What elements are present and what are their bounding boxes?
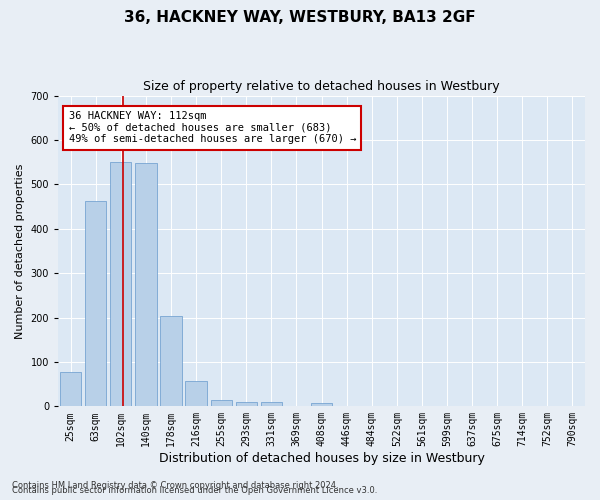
Bar <box>211 400 232 406</box>
Y-axis label: Number of detached properties: Number of detached properties <box>15 164 25 338</box>
Bar <box>60 372 81 406</box>
Text: 36, HACKNEY WAY, WESTBURY, BA13 2GF: 36, HACKNEY WAY, WESTBURY, BA13 2GF <box>124 10 476 25</box>
Bar <box>135 163 157 406</box>
Bar <box>260 402 282 406</box>
Bar <box>85 201 106 406</box>
Bar <box>311 403 332 406</box>
Text: Contains public sector information licensed under the Open Government Licence v3: Contains public sector information licen… <box>12 486 377 495</box>
Bar <box>185 381 207 406</box>
Bar <box>110 162 131 406</box>
Text: 36 HACKNEY WAY: 112sqm
← 50% of detached houses are smaller (683)
49% of semi-de: 36 HACKNEY WAY: 112sqm ← 50% of detached… <box>68 111 356 144</box>
Text: Contains HM Land Registry data © Crown copyright and database right 2024.: Contains HM Land Registry data © Crown c… <box>12 481 338 490</box>
Bar <box>236 402 257 406</box>
Title: Size of property relative to detached houses in Westbury: Size of property relative to detached ho… <box>143 80 500 93</box>
Bar <box>160 316 182 406</box>
X-axis label: Distribution of detached houses by size in Westbury: Distribution of detached houses by size … <box>158 452 484 465</box>
